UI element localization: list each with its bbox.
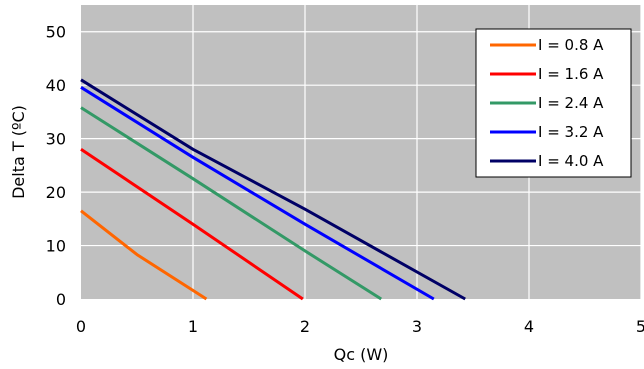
y-tick-label: 20 (46, 183, 66, 202)
legend: I = 0.8 A I = 1.6 A I = 2.4 A I = 3.2 A I = … (475, 28, 632, 178)
legend-label-3: I = 2.4 A (538, 94, 604, 112)
x-axis-label: Qc (W) (334, 345, 389, 364)
y-tick-label: 30 (46, 130, 66, 149)
x-tick-label: 0 (76, 317, 86, 336)
legend-label-2: I = 1.6 A (538, 65, 604, 83)
y-tick-label: 40 (46, 76, 66, 95)
series-line-1 (80, 209, 208, 301)
y-tick-label: 0 (56, 290, 66, 309)
series-line-2 (80, 148, 304, 301)
series-line-5 (80, 78, 466, 301)
x-tick-label: 3 (412, 317, 422, 336)
x-tick-label: 1 (188, 317, 198, 336)
series-line-3 (80, 106, 383, 301)
legend-label-4: I = 3.2 A (538, 123, 604, 141)
y-axis-label: Delta T (ºC) (9, 105, 28, 199)
legend-label-5: I = 4.0 A (538, 152, 604, 170)
y-tick-label: 10 (46, 237, 66, 256)
x-tick-label: 2 (300, 317, 310, 336)
series-line-4 (80, 86, 435, 301)
y-tick-label: 50 (46, 23, 66, 42)
x-tick-label: 4 (524, 317, 534, 336)
series-lines (80, 78, 466, 301)
x-tick-label: 5 (636, 317, 644, 336)
legend-label-1: I = 0.8 A (538, 36, 604, 54)
